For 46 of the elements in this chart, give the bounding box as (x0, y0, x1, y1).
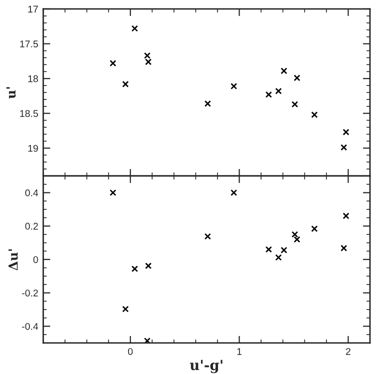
point (131, 266, 138, 272)
point (280, 246, 288, 254)
point (204, 233, 211, 240)
y-tick-label: -0.2 (22, 290, 38, 296)
y-tick-label: 0.4 (25, 189, 38, 196)
point (145, 58, 152, 66)
y-tick-label: 17.5 (20, 40, 38, 48)
point (311, 225, 318, 232)
point (275, 88, 282, 94)
y-tick-label: 18 (28, 75, 38, 82)
x-tick-label: 2 (346, 348, 350, 355)
y-tick-label: 0 (33, 256, 38, 264)
point (340, 144, 348, 151)
point (144, 52, 151, 59)
point (311, 111, 318, 118)
y-tick-label: -0.4 (22, 322, 38, 330)
point (110, 60, 116, 67)
point (342, 212, 350, 220)
point (265, 246, 272, 253)
point (145, 262, 152, 270)
point (265, 91, 272, 98)
point (131, 25, 138, 32)
y-axis-title: u' (6, 87, 16, 99)
point (275, 254, 282, 261)
point (292, 101, 298, 108)
x-axis-title: u'-g' (190, 360, 222, 374)
point (204, 100, 211, 107)
point (122, 80, 129, 88)
point (294, 74, 300, 82)
x-tick-label: 1 (237, 348, 242, 355)
point (144, 337, 151, 343)
y-tick-label: 0.2 (25, 222, 38, 230)
point (110, 189, 116, 196)
y-axis-title: Δu' (8, 249, 18, 270)
y-tick-label: 17 (28, 6, 38, 12)
x-tick-label: 0 (128, 348, 133, 355)
point (292, 231, 298, 238)
point (280, 68, 288, 74)
y-tick-label: 18.5 (20, 110, 38, 117)
point (122, 306, 129, 312)
point (340, 244, 348, 252)
point (230, 82, 238, 90)
point (342, 128, 350, 136)
y-tick-label: 19 (28, 144, 38, 152)
point (230, 189, 238, 196)
point (294, 236, 300, 243)
